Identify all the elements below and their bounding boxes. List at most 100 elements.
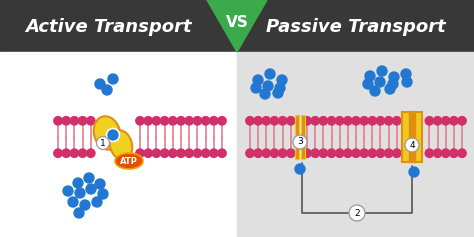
Ellipse shape [109, 130, 132, 160]
Circle shape [278, 117, 287, 125]
Circle shape [311, 117, 319, 125]
Circle shape [54, 117, 62, 125]
Circle shape [402, 77, 412, 87]
Circle shape [450, 149, 458, 157]
Circle shape [384, 149, 393, 157]
Circle shape [218, 117, 226, 125]
Circle shape [98, 189, 108, 199]
Circle shape [352, 149, 360, 157]
Bar [0, 52, 237, 237]
Polygon shape [207, 0, 267, 52]
Circle shape [278, 149, 287, 157]
Circle shape [368, 117, 376, 125]
Circle shape [376, 117, 385, 125]
Circle shape [275, 83, 285, 93]
Circle shape [62, 117, 71, 125]
Circle shape [254, 149, 262, 157]
Circle shape [136, 149, 144, 157]
Circle shape [201, 117, 210, 125]
Circle shape [441, 149, 450, 157]
Circle shape [273, 88, 283, 98]
Circle shape [295, 164, 305, 174]
Circle shape [152, 149, 161, 157]
Circle shape [270, 149, 279, 157]
Circle shape [68, 197, 78, 207]
Circle shape [425, 117, 434, 125]
Circle shape [210, 149, 218, 157]
Circle shape [84, 173, 94, 183]
Circle shape [62, 149, 71, 157]
Text: 2: 2 [354, 209, 360, 218]
Ellipse shape [94, 116, 120, 150]
Circle shape [193, 117, 201, 125]
Circle shape [246, 149, 254, 157]
Circle shape [54, 149, 62, 157]
Circle shape [405, 138, 419, 152]
Circle shape [270, 117, 279, 125]
Circle shape [144, 117, 153, 125]
Circle shape [303, 117, 311, 125]
Circle shape [360, 149, 368, 157]
Circle shape [375, 77, 385, 87]
Circle shape [185, 149, 193, 157]
Circle shape [78, 117, 87, 125]
Circle shape [328, 117, 336, 125]
Circle shape [388, 79, 398, 89]
Circle shape [328, 149, 336, 157]
Circle shape [352, 117, 360, 125]
Circle shape [311, 149, 319, 157]
Circle shape [349, 205, 365, 221]
Circle shape [102, 85, 112, 95]
Circle shape [450, 117, 458, 125]
Circle shape [262, 117, 271, 125]
Circle shape [95, 79, 105, 89]
Circle shape [363, 79, 373, 89]
Text: 3: 3 [297, 137, 303, 146]
Circle shape [303, 149, 311, 157]
Circle shape [277, 75, 287, 85]
Circle shape [392, 117, 401, 125]
Circle shape [70, 117, 79, 125]
Circle shape [425, 149, 434, 157]
Bar [237, 52, 474, 237]
Circle shape [152, 117, 161, 125]
Circle shape [370, 86, 380, 96]
Text: Passive Transport: Passive Transport [266, 18, 446, 36]
Circle shape [392, 149, 401, 157]
Circle shape [377, 66, 387, 76]
Circle shape [265, 69, 275, 79]
Text: 1: 1 [100, 138, 106, 147]
Circle shape [262, 149, 271, 157]
Circle shape [385, 84, 395, 94]
Circle shape [260, 89, 270, 99]
Circle shape [458, 149, 466, 157]
Circle shape [63, 186, 73, 196]
Circle shape [246, 117, 254, 125]
Circle shape [319, 117, 328, 125]
Circle shape [86, 184, 96, 194]
Circle shape [169, 117, 177, 125]
Circle shape [389, 72, 399, 82]
Circle shape [251, 83, 261, 93]
Circle shape [409, 167, 419, 177]
Circle shape [433, 149, 442, 157]
Circle shape [144, 149, 153, 157]
Circle shape [319, 149, 328, 157]
Circle shape [160, 149, 169, 157]
Bar [0, 0, 474, 52]
Circle shape [384, 117, 393, 125]
Circle shape [441, 117, 450, 125]
Circle shape [92, 197, 102, 207]
Circle shape [287, 117, 295, 125]
Circle shape [344, 117, 352, 125]
Circle shape [75, 188, 85, 198]
Circle shape [218, 149, 226, 157]
Circle shape [80, 200, 90, 210]
Circle shape [160, 117, 169, 125]
Text: VS: VS [226, 14, 248, 29]
Circle shape [263, 81, 273, 91]
Circle shape [70, 149, 79, 157]
Circle shape [78, 149, 87, 157]
Circle shape [336, 149, 344, 157]
Circle shape [368, 149, 376, 157]
